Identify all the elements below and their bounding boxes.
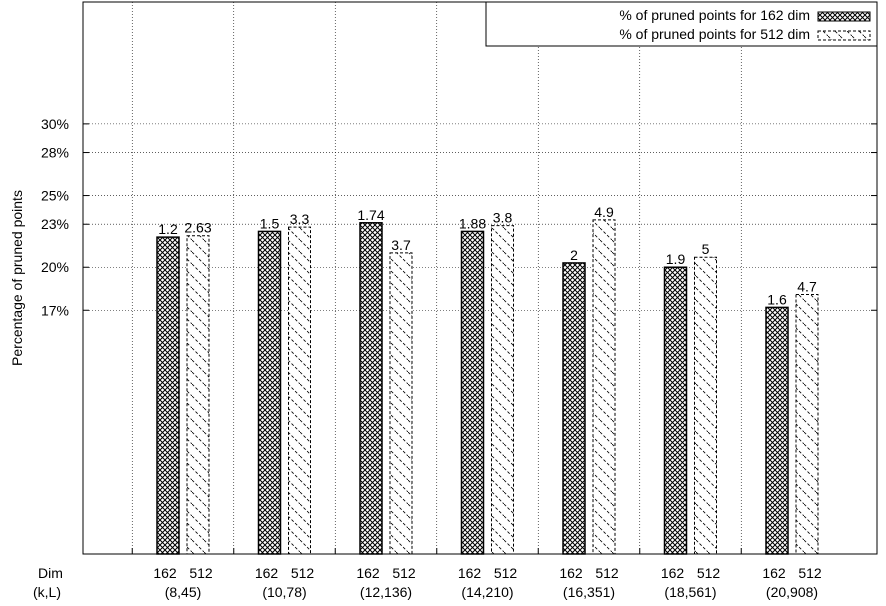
data-label: 2 <box>570 247 578 263</box>
x-category-label: (20,908) <box>766 584 818 600</box>
x-row-labels: Dim (k,L) <box>33 565 63 600</box>
bar-512-dim <box>288 226 311 555</box>
x-category-label: (10,78) <box>262 584 306 600</box>
legend-label-512: % of pruned points for 512 dim <box>619 26 810 42</box>
x-dim-label: 512 <box>291 565 315 581</box>
bar-162-dim <box>663 266 688 555</box>
legend-swatch-512 <box>817 30 871 41</box>
legend: % of pruned points for 162 dim % of prun… <box>485 1 878 47</box>
data-label: 4.9 <box>594 204 614 220</box>
x-dim-label: 162 <box>255 565 279 581</box>
bar-512-dim <box>694 256 717 555</box>
x-dim-label: 162 <box>458 565 482 581</box>
x-dim-label: 512 <box>189 565 213 581</box>
y-tick-label: 28% <box>41 145 69 161</box>
bar-162-dim <box>257 230 282 555</box>
bar-512-dim <box>389 252 413 555</box>
data-label: 1.88 <box>459 215 486 231</box>
data-label: 1.6 <box>767 291 787 307</box>
bar-162-dim <box>562 262 586 555</box>
data-label: 3.8 <box>493 210 513 226</box>
y-tick-label: 20% <box>41 259 69 275</box>
x-category-label: (12,136) <box>360 584 412 600</box>
x-category-label: (18,561) <box>664 584 716 600</box>
data-label: 1.2 <box>158 221 178 237</box>
x-dim-label: 512 <box>392 565 416 581</box>
bar-162-dim <box>359 222 383 555</box>
legend-swatch-162 <box>817 11 871 22</box>
x-category-label: (8,45) <box>165 584 202 600</box>
y-tick-label: 25% <box>41 188 69 204</box>
bar-512-dim <box>186 235 210 555</box>
x-dim-label: 512 <box>595 565 619 581</box>
x-axis-ticks: 162 512 (8,45) 162 512 (10,78) 162 512 (12,136) 1… <box>131 548 822 600</box>
x-row-label-kl: (k,L) <box>33 584 61 600</box>
legend-label-162: % of pruned points for 162 dim <box>619 7 810 23</box>
bar-512-dim <box>795 293 819 555</box>
bar-512-dim <box>491 225 514 555</box>
plot-area-border <box>82 1 878 555</box>
x-dim-label: 162 <box>762 565 786 581</box>
bar-512-dim <box>592 219 616 555</box>
x-row-label-dim: Dim <box>38 565 63 581</box>
bar-162-dim <box>765 306 789 555</box>
x-dim-label: 162 <box>153 565 177 581</box>
x-dim-label: 512 <box>798 565 822 581</box>
bar-162-dim <box>460 230 485 555</box>
y-axis-ticks: 17% 20% 23% 25% 28% 30% <box>41 116 877 318</box>
x-category-label: (14,210) <box>461 584 513 600</box>
data-label: 4.7 <box>797 278 817 294</box>
x-dim-label: 162 <box>661 565 685 581</box>
data-label: 1.74 <box>357 207 384 223</box>
y-tick-label: 17% <box>41 302 69 318</box>
x-dim-label: 162 <box>559 565 583 581</box>
y-axis-label: Percentage of pruned points <box>9 190 25 366</box>
data-label: 5 <box>702 241 710 257</box>
x-category-label: (16,351) <box>563 584 615 600</box>
y-tick-label: 30% <box>41 116 69 132</box>
x-dim-label: 162 <box>356 565 380 581</box>
legend-box <box>485 1 878 47</box>
bars: 1.2 2.63 1.5 3.3 1.74 3.7 1.88 3.8 2 4.9 1.9 5 1.6 4.… <box>156 204 819 555</box>
x-dim-label: 512 <box>494 565 518 581</box>
bar-162-dim <box>156 236 180 555</box>
y-tick-label: 23% <box>41 216 69 232</box>
data-label: 3.3 <box>290 211 310 227</box>
data-label: 2.63 <box>184 220 211 236</box>
data-label: 3.7 <box>391 237 411 253</box>
x-dim-label: 512 <box>697 565 721 581</box>
data-label: 1.9 <box>666 251 686 267</box>
data-label: 1.5 <box>260 215 280 231</box>
gridlines <box>83 2 877 554</box>
